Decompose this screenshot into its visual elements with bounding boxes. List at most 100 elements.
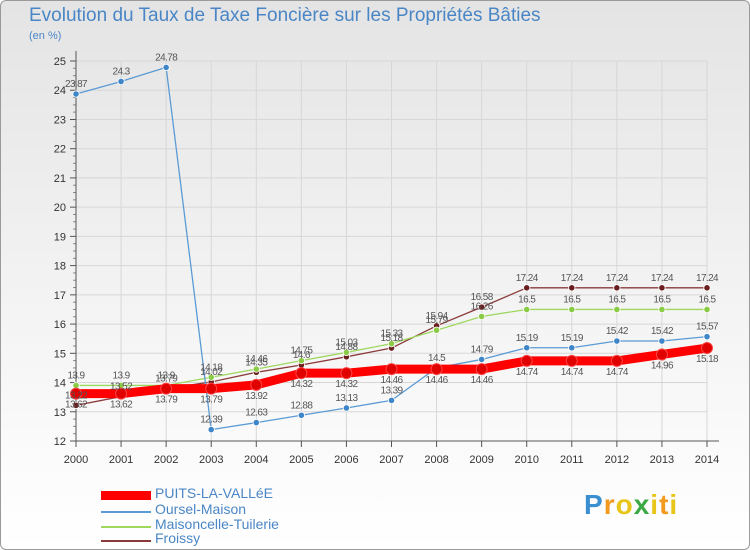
- data-point: [72, 90, 80, 98]
- data-point: [523, 284, 531, 292]
- data-label: 14.74: [516, 367, 539, 378]
- data-point: [117, 77, 125, 86]
- data-label: 15.94: [426, 311, 449, 322]
- legend-label: Froissy: [155, 530, 201, 546]
- data-point: [478, 355, 486, 364]
- data-labels: 13.2213.5213.7914.0214.3514.614.8815.181…: [65, 52, 720, 426]
- data-label: 14.96: [651, 360, 674, 371]
- data-label: 14.46: [245, 354, 268, 365]
- x-tick-label: 2002: [154, 454, 178, 466]
- x-tick-label: 2013: [650, 454, 674, 466]
- data-point: [252, 365, 260, 373]
- data-label: 15.03: [335, 337, 358, 348]
- data-label: 12.88: [290, 400, 313, 411]
- x-tick-label: 2001: [109, 454, 133, 466]
- data-label: 14.79: [471, 344, 494, 355]
- data-point: [568, 284, 576, 292]
- logo-letter: P: [584, 489, 604, 520]
- data-label: 16.5: [653, 294, 671, 305]
- legend-swatch: [101, 511, 151, 513]
- data-point: [295, 367, 308, 380]
- data-label: 13.9: [67, 370, 85, 381]
- x-tick-label: 2009: [469, 454, 493, 466]
- data-point: [658, 305, 666, 314]
- data-point: [387, 396, 396, 404]
- y-tick-label: 17: [54, 290, 66, 302]
- data-label: 14.5: [428, 353, 446, 364]
- data-label: 14.32: [335, 379, 358, 390]
- data-point: [613, 305, 621, 314]
- y-tick-label: 20: [54, 202, 66, 214]
- y-tick-label: 15: [54, 348, 66, 360]
- data-label: 14.18: [200, 362, 223, 373]
- y-tick-label: 12: [54, 436, 66, 448]
- data-point: [703, 333, 711, 341]
- data-label: 14.74: [561, 367, 584, 378]
- x-tick-label: 2006: [334, 454, 358, 466]
- x-tick-label: 2000: [64, 454, 88, 466]
- data-label: 14.46: [380, 375, 403, 386]
- legend-swatch: [101, 526, 151, 528]
- y-tick-label: 24: [54, 85, 66, 97]
- y-tick-label: 14: [54, 378, 66, 390]
- data-point: [655, 348, 668, 361]
- data-label: 13.79: [155, 374, 178, 385]
- data-label: 14.6: [293, 350, 311, 361]
- data-label: 24.3: [113, 66, 131, 77]
- logo-letter: i: [669, 489, 679, 520]
- data-point: [478, 312, 486, 321]
- data-label: 13.39: [380, 385, 403, 396]
- data-label: 17.24: [696, 273, 719, 284]
- data-point: [297, 411, 305, 419]
- data-label: 16.26: [471, 301, 494, 312]
- data-point: [613, 337, 621, 345]
- y-tick-label: 13: [54, 407, 66, 419]
- logo-letter: o: [615, 489, 634, 520]
- data-point: [478, 303, 486, 311]
- x-tick-label: 2005: [289, 454, 313, 466]
- data-label: 17.24: [516, 273, 539, 284]
- data-label: 13.79: [200, 395, 223, 406]
- logo-letter: x: [633, 489, 651, 520]
- data-label: 16.5: [563, 294, 581, 305]
- data-point: [385, 363, 398, 376]
- data-point: [207, 373, 215, 381]
- data-point: [610, 354, 623, 367]
- data-point: [160, 382, 173, 395]
- data-label: 23.87: [65, 79, 88, 90]
- data-label: 15.18: [696, 354, 719, 365]
- data-point: [430, 363, 443, 376]
- proxiti-logo: Proxiti: [584, 489, 678, 521]
- data-label: 16.58: [471, 292, 494, 303]
- data-label: 24.78: [155, 52, 178, 63]
- data-point: [523, 344, 531, 352]
- data-point: [658, 284, 666, 292]
- data-point: [162, 63, 170, 72]
- data-point: [658, 337, 666, 345]
- data-label: 17.24: [606, 273, 629, 284]
- data-label: 13.92: [245, 391, 268, 402]
- data-point: [701, 342, 713, 355]
- x-tick-label: 2008: [424, 454, 448, 466]
- data-point: [387, 340, 396, 348]
- data-point: [565, 354, 578, 367]
- data-label: 12.39: [200, 415, 223, 426]
- data-label: 12.63: [245, 408, 268, 419]
- data-label: 15.42: [606, 326, 629, 337]
- series-lines: [70, 63, 713, 434]
- data-point: [70, 387, 82, 400]
- legend-label: Oursel-Maison: [155, 501, 247, 517]
- data-point: [342, 404, 351, 412]
- data-label: 15.57: [696, 322, 719, 333]
- legend-label: PUITS-LA-VALLéE: [155, 485, 274, 501]
- data-label: 13.22: [65, 390, 88, 401]
- data-point: [342, 348, 351, 357]
- chart-title: Evolution du Taux de Taxe Foncière sur l…: [29, 5, 541, 26]
- x-tick-label: 2004: [244, 454, 268, 466]
- data-point: [520, 354, 533, 367]
- x-tick-label: 2003: [199, 454, 223, 466]
- logo-letter: i: [650, 489, 660, 520]
- data-label: 17.24: [561, 273, 584, 284]
